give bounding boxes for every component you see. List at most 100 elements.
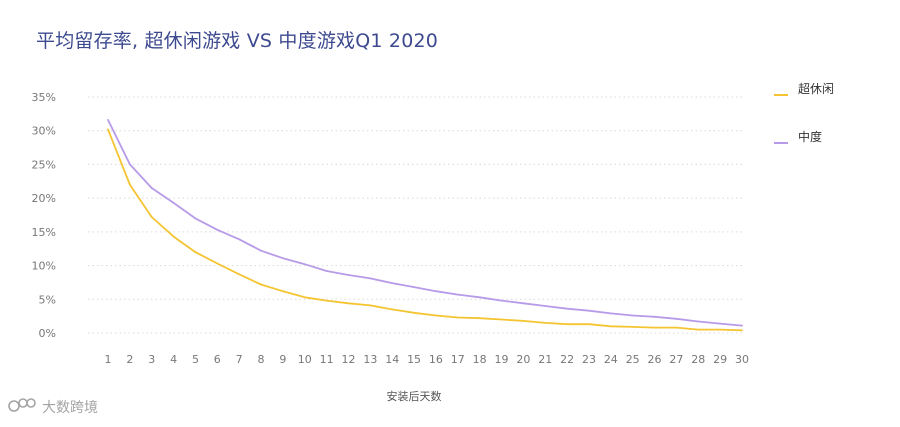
x-tick-label: 29 [713, 353, 727, 366]
data-point [544, 321, 547, 324]
data-point [719, 328, 722, 331]
chart-title: 平均留存率, 超休闲游戏 VS 中度游戏Q1 2020 [36, 30, 439, 52]
data-point [107, 119, 109, 121]
data-point [609, 312, 612, 315]
data-point [478, 317, 481, 320]
data-point [544, 305, 547, 307]
data-point [150, 216, 153, 218]
data-point [741, 324, 743, 327]
x-tick-label: 3 [148, 353, 155, 366]
series-lines [107, 119, 743, 332]
y-tick-label: 20% [32, 192, 56, 205]
data-point [216, 228, 219, 231]
data-point [631, 326, 634, 328]
brand-logo-icon [8, 397, 38, 417]
y-tick-label: 25% [32, 158, 56, 171]
x-tick-label: 30 [735, 353, 749, 366]
data-point [413, 286, 415, 289]
data-point [260, 249, 262, 252]
x-tick-label: 28 [691, 353, 705, 366]
y-tick-label: 35% [32, 91, 56, 104]
x-tick-label: 14 [385, 353, 399, 366]
data-point [588, 323, 590, 326]
x-tick-label: 20 [516, 353, 530, 366]
y-tick-label: 10% [32, 260, 56, 273]
x-tick-label: 8 [258, 353, 265, 366]
x-axis-ticks: 1 2 3 4 5 6 7 8 9 10 11 12 13 14 15 16 17 18 19 20 21 22 23 24 2… [105, 353, 750, 366]
data-point [216, 262, 219, 265]
x-tick-label: 22 [560, 353, 574, 366]
data-point [325, 299, 328, 302]
data-point [522, 319, 525, 322]
data-point [478, 296, 481, 299]
data-point [128, 183, 131, 186]
x-tick-label: 5 [192, 353, 199, 366]
data-point [675, 317, 678, 320]
data-point [194, 217, 197, 220]
data-point [631, 314, 634, 317]
y-tick-label: 5% [39, 293, 56, 306]
data-point [588, 309, 590, 312]
x-tick-label: 6 [214, 353, 221, 366]
x-tick-label: 10 [298, 353, 312, 366]
x-tick-label: 25 [626, 353, 640, 366]
data-point [238, 238, 241, 241]
x-tick-label: 24 [604, 353, 618, 366]
legend-label: 中度 [798, 129, 822, 144]
data-point [238, 273, 241, 276]
x-tick-label: 18 [473, 353, 487, 366]
data-point [435, 290, 437, 293]
x-tick-label: 4 [170, 353, 177, 366]
data-point [303, 263, 306, 266]
data-point [260, 283, 262, 286]
data-point [172, 235, 175, 238]
data-point [653, 315, 656, 318]
x-tick-label: 13 [363, 353, 377, 366]
y-tick-label: 15% [32, 226, 56, 239]
gridlines [88, 96, 745, 334]
data-point [303, 296, 306, 299]
data-point [522, 302, 525, 305]
x-tick-label: 17 [451, 353, 465, 366]
data-point [500, 299, 503, 302]
legend-label: 超休闲 [798, 81, 834, 96]
data-point [325, 270, 328, 272]
y-axis-ticks: 0% 5% 10% 15% 20% 25% 30% 35% [32, 91, 56, 340]
data-point [347, 302, 350, 305]
data-point [172, 201, 175, 204]
y-tick-label: 30% [32, 125, 56, 138]
data-point [281, 257, 284, 260]
x-tick-label: 27 [669, 353, 683, 366]
data-point [107, 128, 109, 131]
data-point [281, 290, 284, 293]
data-point [391, 308, 394, 311]
data-point [741, 329, 743, 332]
data-point [369, 304, 372, 307]
data-point [435, 314, 437, 317]
series-line-1 [107, 129, 743, 332]
x-tick-label: 9 [279, 353, 286, 366]
series-line-2 [107, 119, 743, 327]
x-tick-label: 11 [320, 353, 334, 366]
x-tick-label: 7 [236, 353, 243, 366]
data-point [413, 311, 415, 314]
data-point [194, 251, 197, 253]
x-tick-label: 1 [105, 353, 112, 366]
data-point [456, 293, 459, 296]
x-tick-label: 21 [538, 353, 552, 366]
x-tick-label: 26 [648, 353, 662, 366]
data-point [653, 326, 656, 329]
data-point [391, 282, 394, 285]
x-tick-label: 15 [407, 353, 421, 366]
data-point [719, 322, 722, 325]
data-point [500, 318, 503, 321]
x-axis-label: 安装后天数 [387, 389, 442, 403]
data-point [150, 187, 153, 189]
data-point [566, 323, 569, 326]
watermark: 大数跨境 [8, 397, 98, 417]
data-point [456, 316, 459, 319]
data-point [675, 326, 678, 329]
data-point [128, 163, 131, 166]
